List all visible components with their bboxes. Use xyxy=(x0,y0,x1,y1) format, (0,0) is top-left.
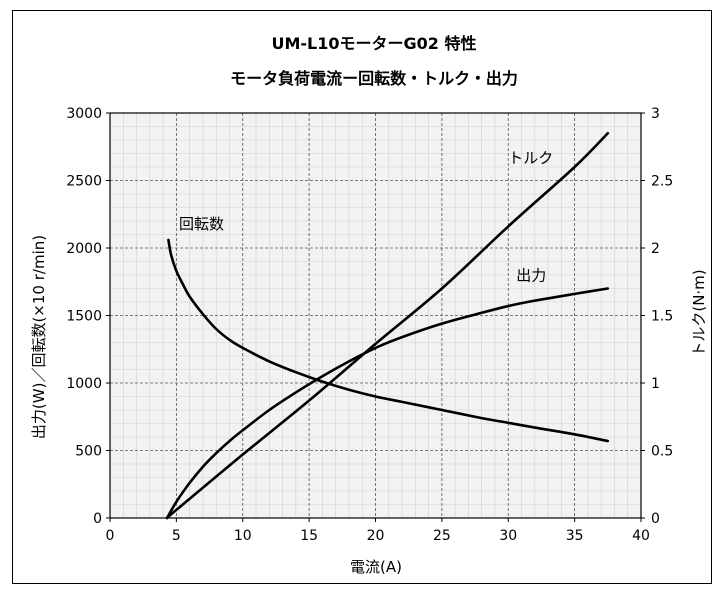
x-tick-label: 5 xyxy=(172,528,181,544)
left-y-tick-label: 2000 xyxy=(66,241,102,257)
x-tick-label: 40 xyxy=(632,528,650,544)
x-axis-ticks: 0 5 10 15 20 25 30 35 40 xyxy=(106,518,650,544)
right-y-tick-label: 0.5 xyxy=(651,444,673,460)
left-y-tick-label: 0 xyxy=(93,511,102,527)
left-y-axis-ticks: 0 500 1000 1500 2000 2500 3000 xyxy=(66,106,110,527)
right-y-tick-label: 3 xyxy=(651,106,660,122)
chart-title: UM-L10モーターG02 特性 xyxy=(272,34,477,53)
right-y-tick-label: 0 xyxy=(651,511,660,527)
x-tick-label: 30 xyxy=(499,528,517,544)
right-y-tick-label: 2 xyxy=(651,241,660,257)
major-grid xyxy=(110,113,641,518)
chart-subtitle: モータ負荷電流ー回転数・トルク・出力 xyxy=(230,69,518,88)
x-tick-label: 10 xyxy=(234,528,252,544)
left-y-tick-label: 2500 xyxy=(66,174,102,190)
x-tick-label: 20 xyxy=(367,528,385,544)
right-y-axis-ticks: 0 0.5 1 1.5 2 2.5 3 xyxy=(641,106,673,527)
torque-label: トルク xyxy=(508,149,553,167)
rotation-speed-line xyxy=(167,238,610,443)
x-tick-label: 15 xyxy=(300,528,318,544)
rotation-speed-label: 回転数 xyxy=(179,215,224,233)
x-tick-label: 35 xyxy=(566,528,584,544)
left-y-tick-label: 1000 xyxy=(66,376,102,392)
right-y-tick-label: 2.5 xyxy=(651,174,673,190)
output-power-label: 出力 xyxy=(516,266,546,284)
right-y-axis-label: トルク(N·m) xyxy=(690,269,708,356)
right-y-tick-label: 1 xyxy=(651,376,660,392)
left-y-tick-label: 1500 xyxy=(66,309,102,325)
output-power-line xyxy=(165,287,610,520)
x-tick-label: 0 xyxy=(106,528,115,544)
torque-line xyxy=(165,131,610,520)
left-y-tick-label: 3000 xyxy=(66,106,102,122)
series-lines xyxy=(165,131,610,520)
left-y-tick-label: 500 xyxy=(75,444,102,460)
x-axis-label: 電流(A) xyxy=(350,558,402,576)
left-y-axis-label: 出力(W)／回転数(×10 r/min) xyxy=(30,235,48,439)
right-y-tick-label: 1.5 xyxy=(651,309,673,325)
x-tick-label: 25 xyxy=(433,528,451,544)
